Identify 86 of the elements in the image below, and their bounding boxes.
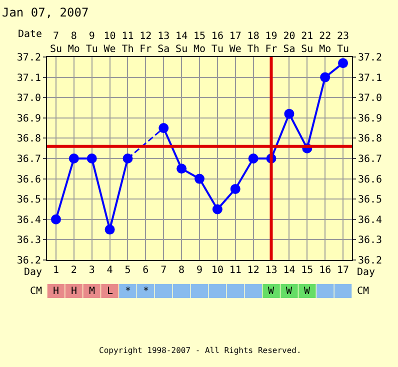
x-tick-label: 4 — [106, 265, 113, 276]
x-axis-title: Day — [24, 267, 42, 278]
x-tick-label: 2 — [70, 265, 77, 276]
point — [68, 154, 79, 164]
text: Copyright 1998-2007 - All Rights Reserved. — [99, 346, 302, 355]
y2-tick-label: 36.6 — [358, 174, 382, 186]
y2-tick-label: 37.0 — [358, 93, 382, 104]
x-tick-label: 17 — [337, 265, 350, 276]
y2-tick-label: 36.9 — [358, 113, 382, 124]
y2-tick-label: 36.3 — [358, 235, 382, 246]
x2-axis-title: Date — [18, 29, 42, 40]
y2-tick-label: 36.5 — [358, 194, 382, 206]
x2-tick-label: 13 Sa — [158, 31, 170, 55]
point — [176, 164, 187, 174]
x2-tick-label: 18 Th — [247, 31, 260, 55]
chart-title: Jan 07, 2007 — [2, 5, 89, 20]
y2-tick-label: 37.1 — [358, 72, 382, 84]
x-tick-label: 16 — [319, 265, 332, 276]
x2-tick-label: 7 Su — [50, 31, 62, 55]
x-tick-label: 7 — [160, 265, 167, 276]
x2-tick-label: 23 Tu — [337, 31, 350, 55]
x2-tick-label: 15 Mo — [193, 31, 206, 55]
category-label: L — [107, 286, 114, 297]
y-tick-label: 37.1 — [16, 72, 41, 84]
y-tick-label: 36.3 — [16, 235, 41, 246]
x-tick-label: 6 — [142, 265, 149, 276]
category-label: W — [286, 286, 293, 297]
y2-tick-label: 36.8 — [358, 134, 382, 145]
point — [158, 123, 169, 134]
y2-tick-label: 36.2 — [358, 256, 382, 266]
y-tick-label: 37.2 — [16, 52, 41, 64]
x-tick-label: 5 — [124, 265, 131, 276]
category-label: * — [125, 286, 132, 297]
point — [50, 214, 61, 224]
x2-tick-label: 8 Mo — [68, 31, 80, 55]
point — [338, 58, 348, 68]
x2-tick-label: 14 Su — [176, 31, 188, 55]
text: Day — [357, 267, 376, 278]
category-label: M — [89, 286, 96, 297]
y-tick-label: 36.2 — [16, 256, 41, 266]
y-tick-label: 36.9 — [16, 113, 41, 124]
category-label: W — [268, 286, 275, 297]
x-tick-label: 15 — [301, 265, 314, 276]
y-tick-label: 36.4 — [16, 214, 41, 226]
point — [86, 154, 97, 164]
y2-tick-label: 37.2 — [358, 52, 382, 64]
point — [212, 204, 222, 214]
y2-tick-label: 36.4 — [358, 214, 382, 226]
x2-tick-label: 19 Fr — [265, 31, 278, 55]
x-tick-label: 8 — [178, 265, 185, 276]
x-tick-label: 14 — [283, 265, 296, 276]
category-label: H — [71, 286, 78, 297]
x-tick-label: 10 — [211, 265, 224, 276]
x-tick-label: 12 — [247, 265, 260, 276]
x-tick-label: 1 — [52, 265, 59, 276]
point — [122, 154, 133, 164]
y-tick-label: 36.8 — [16, 134, 41, 145]
x-tick-label: 3 — [88, 265, 95, 276]
point — [284, 108, 294, 119]
x2-tick-label: 20 Sa — [283, 31, 296, 55]
x2-tick-label: 10 We — [104, 31, 116, 55]
x-tick-label: 9 — [196, 265, 203, 276]
category-label: * — [143, 286, 150, 297]
x2-tick-label: 21 Su — [301, 31, 314, 55]
y-tick-label: 36.5 — [16, 194, 41, 206]
point — [194, 174, 204, 184]
x2-tick-label: 17 We — [229, 31, 242, 55]
x2-tick-label: 12 Fr — [140, 31, 152, 55]
x2-tick-label: 16 Tu — [211, 31, 224, 55]
category-label: W — [304, 286, 311, 297]
x2-tick-label: 22 Mo — [319, 31, 332, 55]
x2-tick-label: 11 Th — [122, 31, 134, 55]
text: CM — [357, 286, 370, 297]
category-label: H — [53, 286, 60, 297]
point — [248, 154, 258, 164]
x-tick-label: 11 — [229, 265, 242, 276]
y-tick-label: 36.7 — [16, 154, 41, 165]
point — [320, 72, 330, 82]
point — [104, 224, 115, 235]
y-tick-label: 36.6 — [16, 174, 41, 186]
y-tick-label: 37.0 — [16, 93, 41, 104]
x-tick-label: 13 — [265, 265, 278, 276]
x2-tick-label: 9 Tu — [86, 31, 98, 55]
y2-tick-label: 36.7 — [358, 154, 382, 165]
text: CM — [30, 286, 42, 297]
point — [230, 184, 240, 194]
